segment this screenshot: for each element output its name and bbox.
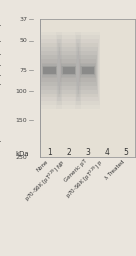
Text: 4: 4 [104,148,109,157]
Bar [78,51,97,90]
Bar [81,67,95,74]
Text: 2: 2 [66,148,71,157]
Bar [61,64,76,77]
Bar [79,55,97,86]
Bar [80,62,95,78]
Text: None: None [36,159,50,173]
Bar [82,67,94,73]
Bar [38,36,61,105]
Bar [57,39,80,101]
Text: 75: 75 [19,68,27,73]
Bar [77,43,98,98]
Text: λ Treated: λ Treated [104,159,126,180]
Text: 250: 250 [16,155,27,160]
Bar [62,66,76,75]
Bar [58,43,79,98]
Text: 100: 100 [16,89,27,94]
Text: 5: 5 [123,148,128,157]
Bar [40,47,60,94]
Bar [44,67,56,73]
Bar [61,62,76,78]
Bar [38,39,61,101]
Text: 3: 3 [85,148,90,157]
Bar [41,59,58,82]
Bar [79,59,96,82]
Bar [59,51,78,90]
Text: p70-S6K [pT$^{229}$] P: p70-S6K [pT$^{229}$] P [64,159,107,201]
Bar [42,62,57,78]
Bar [57,36,81,105]
Bar [78,47,98,94]
Bar [56,31,81,109]
Bar [43,66,57,75]
Text: 50: 50 [20,38,27,44]
Bar [76,39,99,101]
Bar [61,67,76,74]
Text: Generic pT: Generic pT [63,159,88,183]
Bar [60,59,77,82]
Bar [81,66,95,75]
Bar [42,64,57,77]
Bar [37,31,62,109]
Bar [59,47,79,94]
Text: kDa: kDa [15,152,29,157]
Text: 150: 150 [16,118,27,123]
Bar [75,31,100,109]
Bar [42,67,57,74]
Bar [76,36,100,105]
Text: 37: 37 [19,17,27,22]
Text: p70-S6K [pT$^{229}$] NP: p70-S6K [pT$^{229}$] NP [23,159,69,204]
Bar [40,51,59,90]
Bar [39,43,60,98]
Bar [63,67,75,73]
Text: 1: 1 [47,148,52,157]
Bar [80,64,95,77]
Bar [60,55,78,86]
Bar [41,55,59,86]
